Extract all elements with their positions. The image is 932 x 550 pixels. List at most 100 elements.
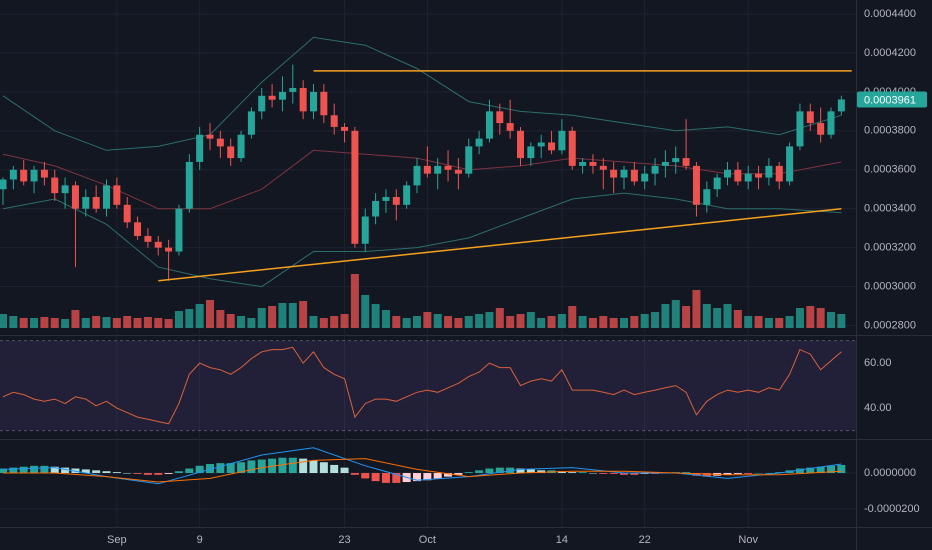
y-tick-label: 0.0004400 — [864, 8, 916, 20]
candle-body — [827, 111, 835, 135]
x-tick-label: Nov — [738, 534, 758, 546]
volume-bar — [754, 316, 763, 328]
volume-bar — [475, 314, 484, 328]
volume-bar — [568, 306, 577, 328]
macd-histogram-bar — [133, 473, 142, 474]
candle-body — [247, 111, 255, 135]
macd-histogram-bar — [247, 460, 256, 474]
candle-body — [392, 197, 400, 205]
volume-bar — [806, 306, 815, 328]
volume-bar — [423, 312, 432, 328]
y-tick-label: 0.0004200 — [864, 47, 916, 59]
macd-histogram-bar — [350, 473, 359, 475]
volume-bar — [0, 314, 7, 328]
macd-histogram-bar — [381, 473, 390, 483]
candle-body — [165, 247, 173, 252]
macd-histogram-bar — [123, 473, 132, 474]
macd-histogram-bar — [733, 473, 742, 474]
candle-body — [589, 161, 597, 166]
volume-bar — [661, 304, 670, 328]
candle-body — [485, 111, 493, 139]
candle-body — [775, 165, 783, 182]
volume-bar — [630, 316, 639, 328]
macd-histogram-bar — [50, 466, 59, 474]
candle-body — [258, 95, 266, 112]
macd-histogram-bar — [288, 457, 297, 474]
candle-body — [734, 169, 742, 182]
y-tick-label: -0.0000200 — [864, 503, 920, 515]
x-tick-label: 14 — [556, 534, 568, 546]
volume-bar — [506, 316, 515, 328]
candle-body — [537, 142, 545, 147]
candle-body — [330, 115, 338, 127]
volume-bar — [92, 316, 101, 328]
volume-bar — [19, 318, 28, 328]
volume-bar — [350, 274, 359, 328]
volume-bar — [609, 318, 618, 328]
macd-histogram-bar — [609, 473, 618, 474]
candle-body — [9, 169, 17, 180]
macd-histogram-bar — [9, 467, 18, 474]
macd-histogram-bar — [340, 467, 349, 474]
candle-body — [641, 173, 649, 182]
macd-histogram-bar — [309, 460, 318, 474]
volume-bar — [102, 317, 111, 328]
macd-histogram-bar — [795, 468, 804, 474]
volume-bar — [9, 316, 18, 328]
volume-bar — [702, 304, 711, 328]
volume-bar — [268, 306, 277, 328]
macd-histogram-bar — [19, 466, 28, 474]
volume-bar — [785, 316, 794, 328]
volume-bar — [340, 314, 349, 328]
volume-bar — [620, 318, 628, 328]
macd-histogram-bar — [392, 473, 401, 483]
macd-histogram-bar — [475, 470, 484, 474]
candle-body — [682, 158, 690, 166]
candle-body — [154, 241, 162, 248]
volume-bar — [837, 314, 846, 328]
candle-body — [651, 165, 659, 174]
candle-body — [278, 91, 286, 100]
volume-bar — [671, 300, 680, 328]
candle-body — [817, 123, 825, 135]
macd-histogram-bar — [816, 466, 825, 474]
candle-body — [372, 200, 380, 217]
candle-body — [630, 169, 638, 182]
macd-histogram-bar — [174, 471, 183, 474]
volume-bar — [195, 304, 204, 328]
y-tick-label: 60.00 — [864, 357, 892, 369]
candle-body — [123, 204, 131, 223]
volume-bar — [216, 310, 225, 328]
macd-histogram-bar — [599, 473, 608, 474]
volume-bar — [237, 316, 246, 328]
volume-bar — [444, 316, 453, 328]
x-tick-label: 23 — [338, 534, 350, 546]
macd-histogram-bar — [444, 473, 453, 477]
candle-body — [755, 173, 763, 178]
candle-body — [51, 177, 59, 194]
last-price-label: 0.0003961 — [864, 94, 916, 106]
volume-bar — [30, 318, 39, 328]
macd-histogram-bar — [682, 472, 691, 474]
candle-body — [92, 197, 100, 209]
candle-body — [403, 185, 411, 205]
candle-body — [796, 111, 804, 147]
candle-body — [0, 179, 7, 190]
macd-histogram-bar — [806, 467, 815, 474]
macd-histogram-bar — [143, 473, 152, 475]
candle-body — [713, 177, 721, 190]
candle-body — [661, 161, 669, 166]
volume-bar — [733, 310, 742, 328]
volume-bar — [112, 318, 121, 328]
macd-histogram-bar — [30, 465, 39, 474]
macd-histogram-bar — [413, 473, 421, 482]
candle-body — [444, 165, 452, 170]
candle-body — [724, 169, 731, 178]
macd-histogram-bar — [464, 472, 473, 474]
volume-bar — [81, 318, 90, 328]
macd-histogram-bar — [506, 467, 515, 474]
volume-bar — [485, 312, 494, 328]
macd-histogram-bar — [764, 473, 773, 474]
candle-body — [703, 189, 711, 205]
